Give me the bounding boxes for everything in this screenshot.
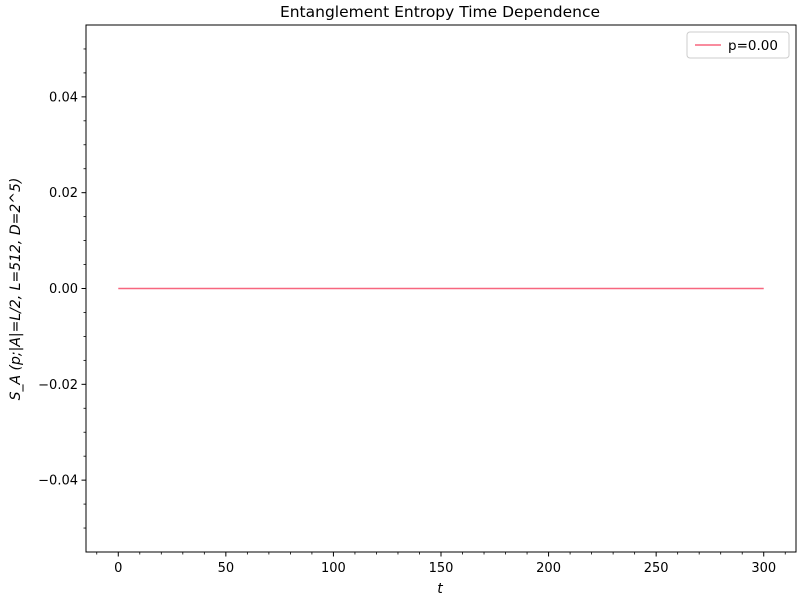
- y-tick-label: 0.00: [49, 282, 78, 297]
- y-axis-label: S_A (p;|A|=L/2, L=512, D=2^5): [8, 178, 24, 401]
- x-tick-label: 250: [644, 561, 669, 576]
- y-tick-label: −0.04: [38, 474, 78, 489]
- y-tick-label: 0.02: [49, 186, 78, 201]
- x-tick-label: 50: [218, 561, 235, 576]
- x-tick-label: 100: [321, 561, 346, 576]
- x-tick-label: 0: [114, 561, 122, 576]
- x-axis-label: t: [437, 581, 443, 597]
- legend-label-0: p=0.00: [728, 38, 778, 54]
- legend-box: [686, 31, 790, 59]
- x-tick-label: 200: [536, 561, 561, 576]
- plot-layer: 0 50 100 150 200 250 300 −0.04 −0.02 0.00 0.02 0.04…: [38, 24, 797, 576]
- x-tick-label: 150: [429, 561, 454, 576]
- y-tick-label: −0.02: [38, 378, 78, 393]
- chart-title: Entanglement Entropy Time Dependence: [280, 3, 600, 21]
- y-tick-label: 0.04: [49, 90, 78, 105]
- x-tick-label: 300: [751, 561, 776, 576]
